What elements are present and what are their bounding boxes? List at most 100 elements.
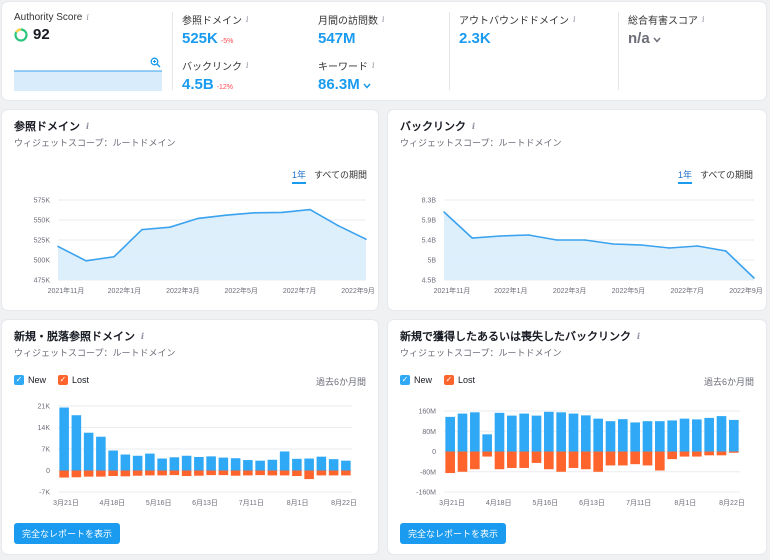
y-tick-label: 80M [422,429,436,436]
info-icon[interactable]: i [86,13,89,22]
chevron-down-icon[interactable] [653,37,661,43]
ref-domains-value[interactable]: 525K [182,30,218,47]
period-all-tab[interactable]: すべての期間 [314,170,368,180]
data-point [640,244,643,246]
panel-title: 参照ドメイン [14,121,80,133]
info-icon[interactable]: i [702,15,705,24]
x-tick-label: 2022年9月 [729,286,762,295]
info-icon[interactable]: i [372,61,375,70]
info-icon[interactable]: i [246,61,249,70]
bar-lost [593,451,603,472]
backlinks-value[interactable]: 4.5B [182,76,214,93]
chevron-down-icon[interactable] [363,83,371,89]
period-1y-tab[interactable]: 1年 [678,168,693,184]
bar-lost [679,451,690,457]
area-fill [58,209,366,280]
bar-new [692,419,702,452]
divider [172,12,173,90]
bar-new [316,456,327,471]
bar-new [729,419,739,452]
y-tick-label: 4.5B [422,278,437,285]
authority-score-label: Authority Score [14,12,83,23]
x-tick-label: 8月1日 [287,499,309,507]
outbound-value[interactable]: 2.3K [459,30,491,47]
keywords-value[interactable]: 86.3M [318,76,360,93]
period-1y-tab[interactable]: 1年 [292,168,307,184]
y-tick-label: 575K [34,198,51,205]
x-tick-label: 2022年7月 [670,286,703,295]
x-tick-label: 2021年11月 [48,286,85,295]
info-icon[interactable]: i [573,15,576,24]
full-report-button[interactable]: 完全なレポートを表示 [14,523,121,544]
x-tick-label: 6月13日 [579,499,605,507]
bar-new [267,459,278,471]
bar-new [507,415,517,452]
bar-lost [316,470,327,476]
x-tick-label: 2022年1月 [494,286,527,295]
bar-new [581,415,591,452]
bar-new [96,436,106,471]
legend-new[interactable]: ✓ New [14,375,46,385]
data-point [725,250,727,252]
new-lost-backlinks-panel: 新規で獲得したあるいは喪失したバックリンク i ウィジェットスコープ：ルートドメイ… [388,320,766,554]
bar-lost [642,451,653,466]
x-tick-label: 5月16日 [532,499,558,507]
bar-new [568,413,579,452]
checkbox-checked-icon[interactable]: ✓ [444,375,455,385]
bar-lost [157,470,167,476]
bar-new [83,432,94,471]
bar-new [194,456,204,471]
bar-new [482,434,492,452]
bar-lost [445,451,455,474]
bar-new [255,460,265,471]
info-icon[interactable]: i [382,15,385,24]
bar-lost [630,451,640,465]
legend-lost[interactable]: ✓ Lost [58,375,89,385]
info-icon[interactable]: i [246,15,249,24]
data-point [499,235,502,237]
bar-new [679,418,690,452]
checkbox-checked-icon[interactable]: ✓ [58,375,69,385]
info-icon[interactable]: i [141,331,145,341]
x-tick-label: 8月1日 [674,499,696,507]
bar-lost [470,451,480,470]
data-point [309,208,311,211]
y-tick-label: 475K [34,278,51,285]
zoom-icon[interactable] [150,57,161,68]
full-report-button[interactable]: 完全なレポートを表示 [400,523,507,544]
bar-new [494,412,505,452]
x-tick-label: 8月22日 [331,499,357,507]
y-tick-label: 14K [38,425,51,432]
checkbox-checked-icon[interactable]: ✓ [400,375,410,385]
data-point [584,239,586,241]
bar-new [243,460,253,471]
backlinks-change: -12% [216,84,234,91]
legend-new[interactable]: ✓ New [400,375,432,385]
bar-lost [304,470,314,480]
x-tick-label: 2022年3月 [166,286,199,295]
checkbox-checked-icon[interactable]: ✓ [14,375,24,385]
bar-lost [255,470,265,476]
panel-subtitle: ウィジェットスコープ：ルートドメイン [400,348,562,358]
period-all-tab[interactable]: すべての期間 [700,170,754,180]
backlinks-metric: バックリンク i 4.5B -12% [182,58,249,93]
data-point [225,214,227,216]
outbound-label: アウトバウンドドメイン [459,16,569,27]
bar-new [71,415,82,471]
info-icon[interactable]: i [472,121,476,131]
info-icon[interactable]: i [86,121,90,131]
bar-new [667,420,677,452]
bar-new [457,413,468,452]
info-icon[interactable]: i [637,331,641,341]
legend-lost[interactable]: ✓ Lost [444,375,475,385]
bar-new [341,460,351,471]
data-point [555,239,558,241]
data-point [169,226,171,228]
bar-lost [206,470,216,476]
monthly-visits-value[interactable]: 547M [318,30,356,47]
monthly-visits-label: 月間の訪問数 [318,16,378,27]
period-switch: 1年 すべての期間 [678,168,753,184]
data-point [57,245,59,248]
divider [449,12,450,90]
data-point [141,228,143,231]
